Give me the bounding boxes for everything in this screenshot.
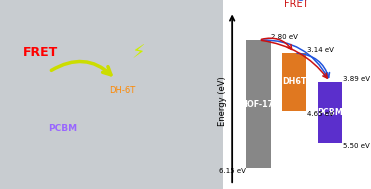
Text: PCBM: PCBM bbox=[48, 124, 77, 133]
Text: 4.65 eV: 4.65 eV bbox=[307, 111, 334, 117]
Text: 5.50 eV: 5.50 eV bbox=[343, 143, 370, 149]
Text: CT: CT bbox=[296, 0, 309, 3]
Bar bbox=[318, 82, 342, 143]
Text: FRET: FRET bbox=[22, 46, 58, 59]
Text: 3.14 eV: 3.14 eV bbox=[307, 47, 334, 53]
Text: 3.89 eV: 3.89 eV bbox=[343, 76, 370, 82]
Bar bbox=[246, 40, 271, 168]
Text: 2.80 eV: 2.80 eV bbox=[271, 34, 298, 40]
Text: DH-6T: DH-6T bbox=[109, 86, 135, 95]
FancyBboxPatch shape bbox=[0, 0, 223, 189]
Text: DH6T: DH6T bbox=[282, 77, 306, 86]
Text: ⚡: ⚡ bbox=[131, 43, 145, 62]
Text: MOF-177: MOF-177 bbox=[239, 100, 279, 108]
Text: PCBM: PCBM bbox=[317, 108, 343, 117]
Text: Energy (eV): Energy (eV) bbox=[218, 76, 227, 126]
Text: 6.15 eV: 6.15 eV bbox=[219, 168, 246, 174]
Text: FRET: FRET bbox=[284, 0, 308, 9]
Bar bbox=[282, 53, 306, 111]
